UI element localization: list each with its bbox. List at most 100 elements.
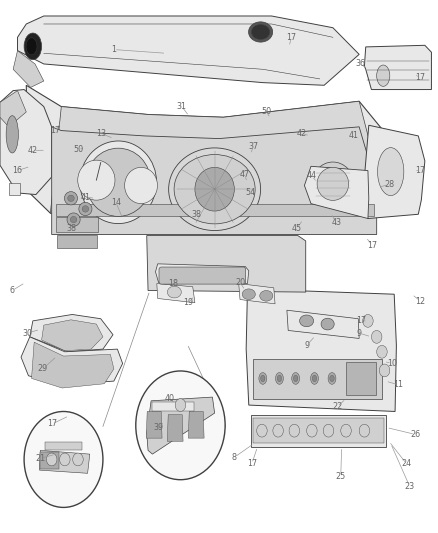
Text: 23: 23 [404,482,415,490]
Text: 39: 39 [153,424,164,432]
Ellipse shape [195,167,234,211]
Circle shape [371,330,382,343]
Text: 11: 11 [394,381,403,389]
Ellipse shape [330,375,334,382]
Text: 16: 16 [13,166,22,175]
Bar [152,402,194,411]
Polygon shape [42,320,103,351]
Ellipse shape [317,167,349,200]
Bar [57,235,97,248]
Ellipse shape [311,373,318,384]
Text: 21: 21 [35,454,46,463]
Text: 42: 42 [296,129,307,138]
Text: 44: 44 [307,172,317,180]
Ellipse shape [260,290,273,301]
Text: 17: 17 [49,126,60,135]
Polygon shape [32,342,114,388]
Text: 17: 17 [356,317,367,325]
Text: 1: 1 [111,45,117,54]
Polygon shape [167,415,183,441]
Ellipse shape [292,373,300,384]
Ellipse shape [64,191,78,205]
Ellipse shape [167,286,181,298]
Ellipse shape [251,25,270,39]
Polygon shape [18,16,359,85]
Text: 37: 37 [248,142,258,151]
Text: 17: 17 [415,166,426,175]
Text: 43: 43 [332,219,341,227]
Text: 9: 9 [357,329,362,337]
FancyBboxPatch shape [159,267,246,284]
Ellipse shape [79,203,92,216]
Text: 41: 41 [349,132,359,140]
Ellipse shape [312,162,354,206]
Circle shape [24,411,103,507]
Text: 38: 38 [66,224,76,232]
Polygon shape [155,264,249,284]
Text: 54: 54 [245,189,256,197]
Ellipse shape [26,38,37,55]
Text: 42: 42 [28,146,38,155]
Text: 45: 45 [292,224,302,232]
Ellipse shape [67,213,80,227]
Ellipse shape [78,160,115,200]
Ellipse shape [249,22,272,42]
Circle shape [379,364,390,377]
Text: 29: 29 [38,365,48,373]
Bar [251,415,386,447]
Ellipse shape [80,141,157,224]
Bar [9,183,20,195]
Text: 17: 17 [415,73,426,82]
Circle shape [257,424,267,437]
Ellipse shape [82,206,88,212]
Circle shape [307,424,317,437]
Circle shape [273,424,283,437]
Text: 20: 20 [235,278,245,287]
Ellipse shape [312,375,317,382]
Ellipse shape [261,375,265,382]
Text: 28: 28 [384,180,394,189]
Polygon shape [26,85,381,213]
Bar [253,418,384,443]
Ellipse shape [24,33,42,60]
Text: 19: 19 [183,298,194,307]
Ellipse shape [67,195,74,201]
Polygon shape [0,90,52,195]
Polygon shape [50,101,381,213]
Ellipse shape [169,148,261,230]
Circle shape [341,424,351,437]
Text: 12: 12 [415,297,426,305]
Polygon shape [147,397,215,454]
Ellipse shape [300,315,314,327]
Ellipse shape [276,373,283,384]
Ellipse shape [6,116,18,153]
Text: 17: 17 [286,33,297,42]
Ellipse shape [377,65,390,86]
Text: 18: 18 [168,279,178,288]
Text: 41: 41 [81,193,90,201]
Polygon shape [21,337,123,385]
Text: 50: 50 [261,108,272,116]
Text: 31: 31 [177,102,187,111]
Ellipse shape [124,167,158,204]
Ellipse shape [378,148,404,196]
Text: 6: 6 [10,286,15,295]
Ellipse shape [293,375,298,382]
Polygon shape [239,284,275,304]
Polygon shape [287,310,359,338]
Text: 14: 14 [111,198,121,207]
Circle shape [136,371,225,480]
Ellipse shape [242,289,255,300]
Text: 24: 24 [401,459,412,468]
Text: 47: 47 [239,171,250,179]
Bar [56,204,374,216]
Text: 13: 13 [96,129,106,138]
Circle shape [377,345,387,358]
Polygon shape [364,45,431,90]
Polygon shape [39,450,90,473]
Text: 22: 22 [332,402,343,411]
Ellipse shape [328,373,336,384]
Text: 25: 25 [336,472,346,481]
Ellipse shape [277,375,282,382]
Ellipse shape [86,148,151,216]
